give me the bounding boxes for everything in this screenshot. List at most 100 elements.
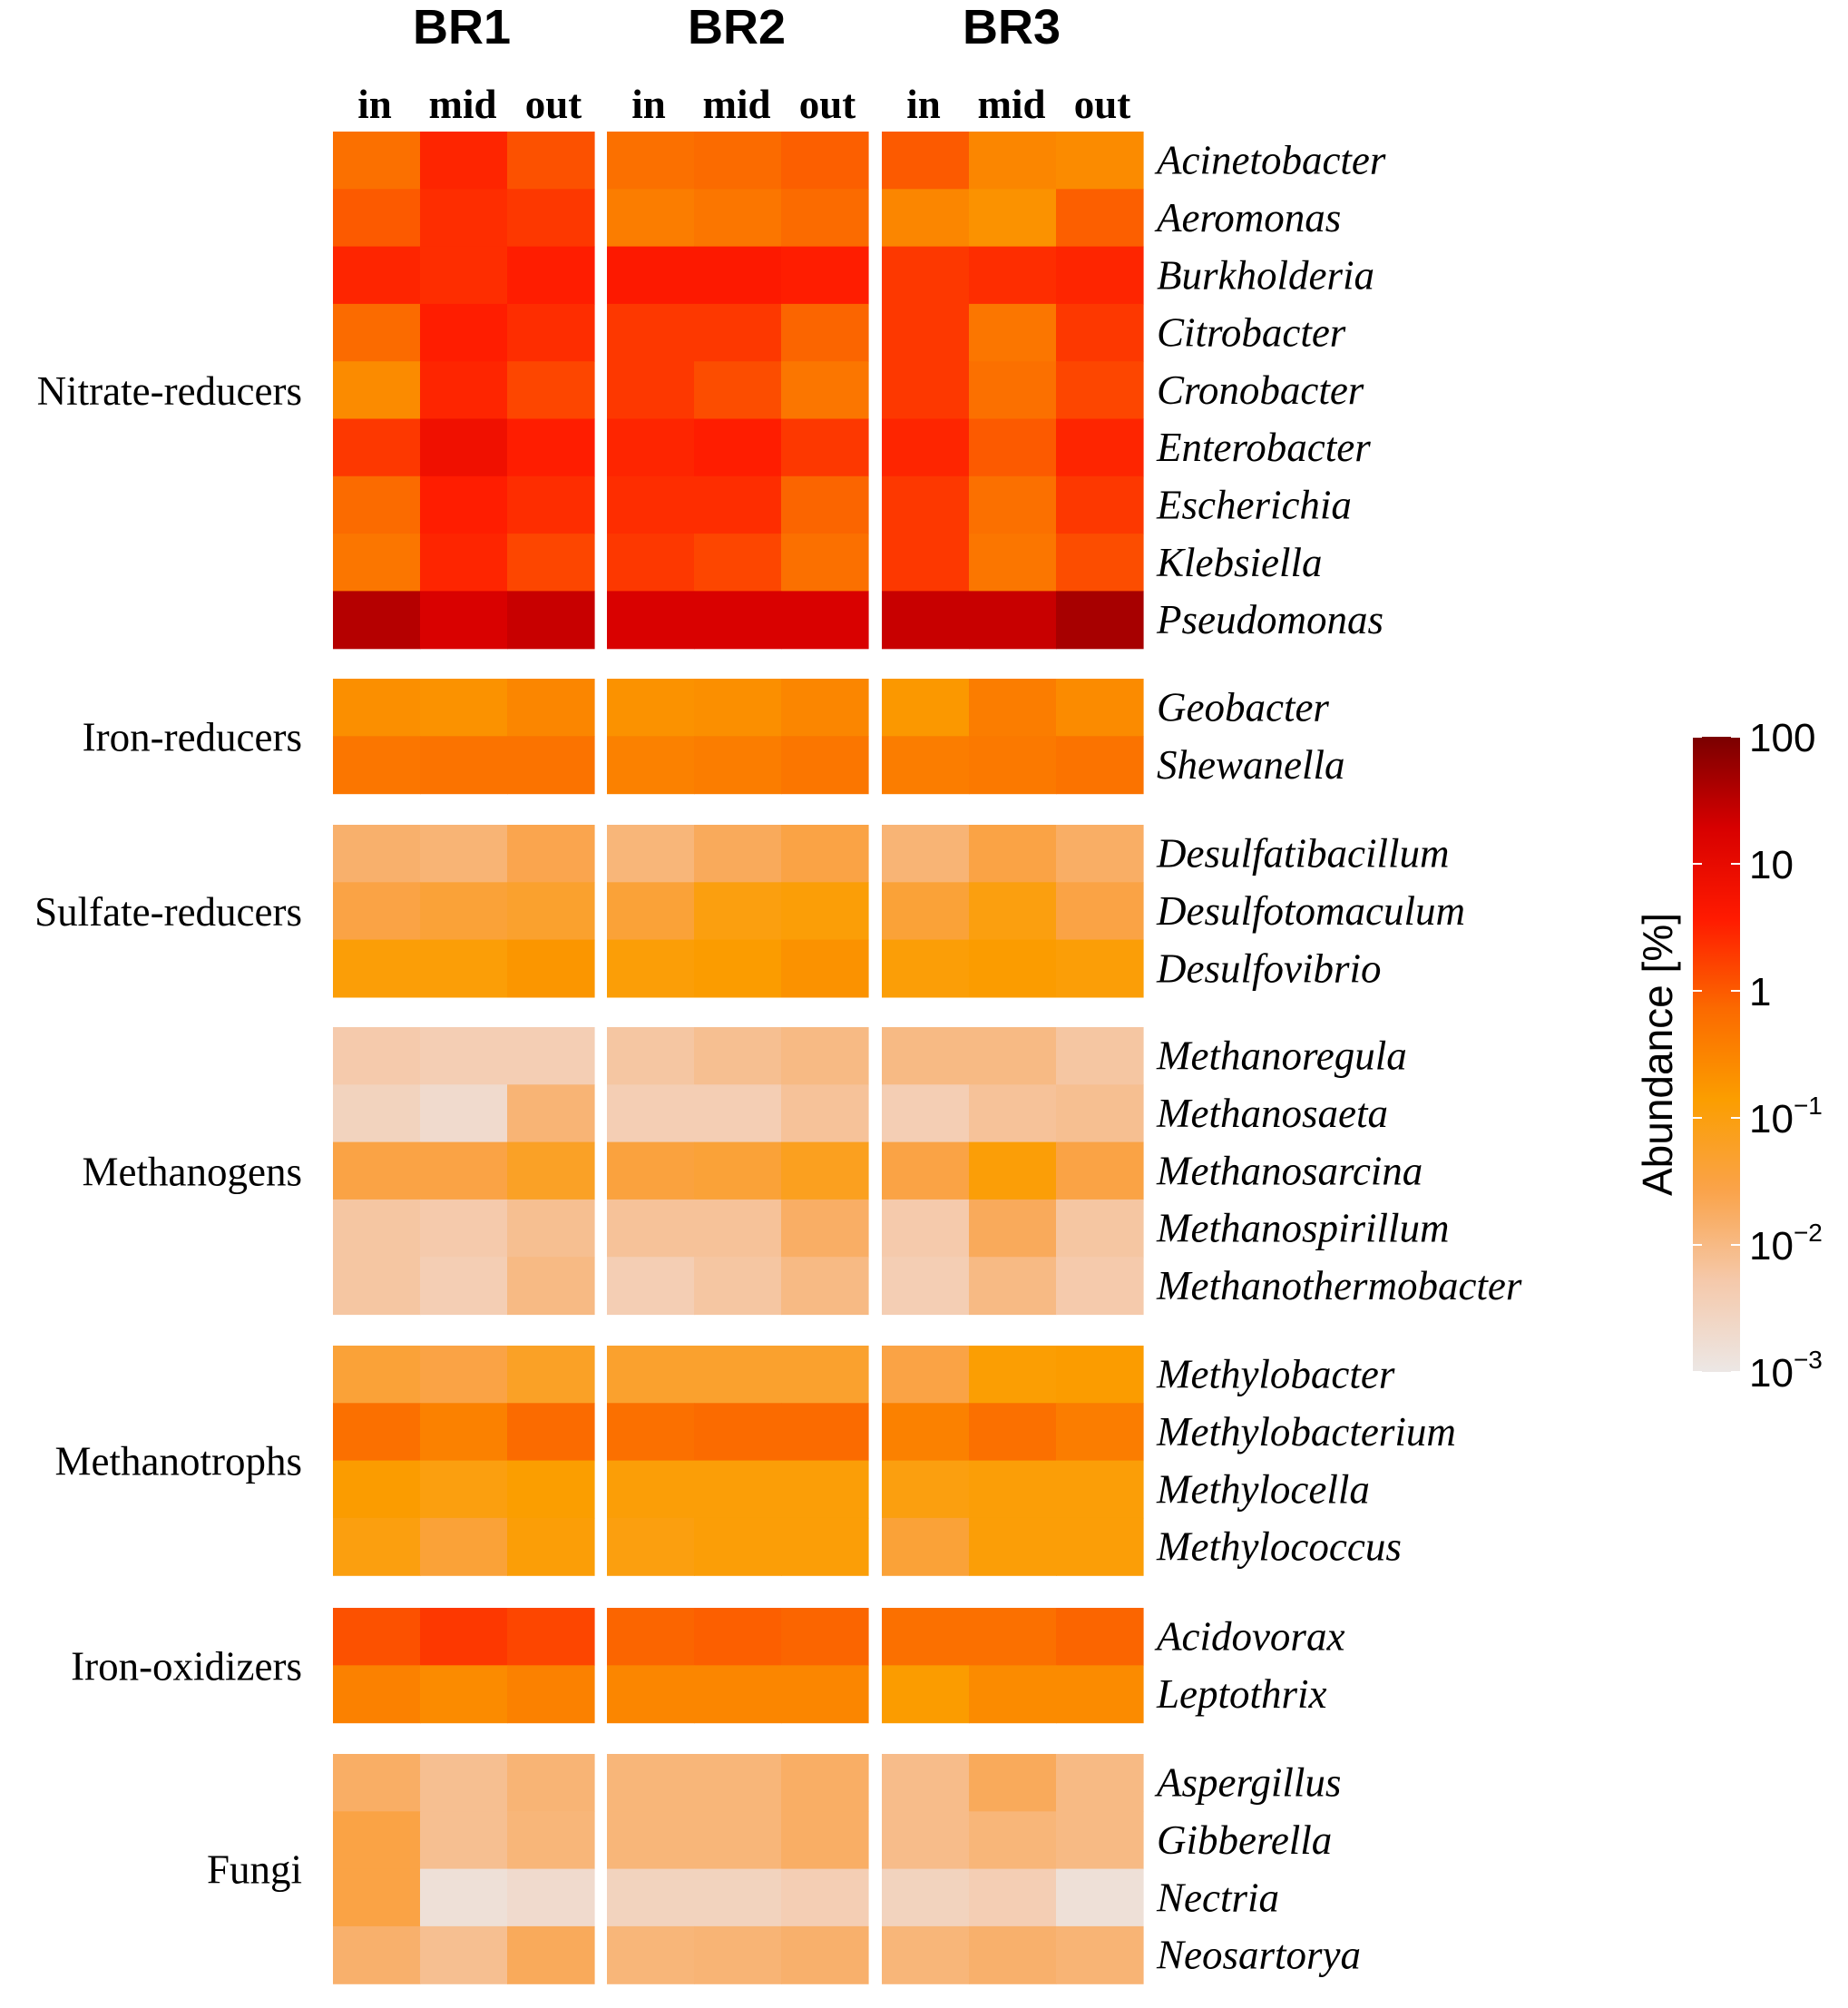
heatmap-cell xyxy=(781,1027,869,1085)
heatmap-cell xyxy=(781,1925,869,1984)
heatmap-cell xyxy=(781,1084,869,1143)
heatmap-cell xyxy=(694,736,782,795)
heatmap-cell xyxy=(333,1665,421,1724)
heatmap-cell xyxy=(694,132,782,190)
heatmap-cell xyxy=(882,1754,970,1812)
heatmap-cell xyxy=(607,679,695,737)
heatmap-cell xyxy=(420,1346,508,1404)
heatmap-cell xyxy=(882,1403,970,1462)
heatmap-cell xyxy=(1056,1811,1144,1870)
heatmap-cell xyxy=(694,1608,782,1666)
group-label: Nitrate-reducers xyxy=(37,368,302,414)
heatmap-cell xyxy=(607,1257,695,1316)
heatmap-cell xyxy=(333,1084,421,1143)
heatmap-cell xyxy=(507,1460,595,1519)
heatmap-cell xyxy=(507,1027,595,1085)
heatmap-cell xyxy=(333,303,421,362)
heatmap-cell xyxy=(694,1925,782,1984)
heatmap-cell xyxy=(507,1608,595,1666)
heatmap-cell xyxy=(694,534,782,592)
heatmap-cell xyxy=(969,1665,1057,1724)
genus-label: Aspergillus xyxy=(1154,1760,1341,1806)
heatmap-cell xyxy=(333,736,421,795)
heatmap-cell xyxy=(969,1517,1057,1576)
heatmap-cell xyxy=(507,1257,595,1316)
heatmap-cell xyxy=(420,246,508,305)
heatmap-cell xyxy=(420,1665,508,1724)
heatmap-cell xyxy=(607,882,695,941)
heatmap-cell xyxy=(1056,1257,1144,1316)
genus-label: Desulfatibacillum xyxy=(1156,831,1449,877)
heatmap-cell xyxy=(420,1199,508,1258)
heatmap-cell xyxy=(420,418,508,477)
heatmap-cell xyxy=(694,1199,782,1258)
heatmap-cell xyxy=(507,418,595,477)
heatmap-cell xyxy=(420,1403,508,1462)
heatmap-cell xyxy=(781,1199,869,1258)
genus-label: Escherichia xyxy=(1156,482,1352,527)
heatmap-cell xyxy=(969,303,1057,362)
heatmap-cell xyxy=(607,1665,695,1724)
heatmap-cell xyxy=(333,418,421,477)
heatmap-cell xyxy=(507,246,595,305)
heatmap-cell xyxy=(507,132,595,190)
heatmap-cell xyxy=(781,882,869,941)
heatmap-cell xyxy=(781,475,869,534)
heatmap-cell xyxy=(507,1811,595,1870)
heatmap-cell xyxy=(969,1346,1057,1404)
heatmap-cell xyxy=(882,1084,970,1143)
heatmap-cell xyxy=(781,132,869,190)
heatmap-cell xyxy=(781,939,869,998)
heatmap-cell xyxy=(1056,189,1144,248)
heatmap-cell xyxy=(882,534,970,592)
heatmap-cell xyxy=(882,361,970,420)
heatmap-cell xyxy=(1056,475,1144,534)
heatmap-cell xyxy=(1056,132,1144,190)
heatmap-cell xyxy=(882,475,970,534)
heatmap-cell xyxy=(969,1084,1057,1143)
heatmap-cell xyxy=(781,1141,869,1200)
heatmap-cell xyxy=(969,1460,1057,1519)
heatmap-cell xyxy=(781,591,869,650)
heatmap-cell xyxy=(781,246,869,305)
heatmap-cell xyxy=(969,1868,1057,1927)
heatmap-cell xyxy=(420,361,508,420)
group-label: Iron-reducers xyxy=(83,714,302,759)
heatmap-cell xyxy=(607,1199,695,1258)
genus-label: Geobacter xyxy=(1157,685,1329,730)
heatmap-cell xyxy=(420,939,508,998)
heatmap-cell xyxy=(607,736,695,795)
heatmap-cell xyxy=(507,475,595,534)
genus-label: Methanosarcina xyxy=(1156,1148,1423,1193)
heatmap-cell xyxy=(694,1084,782,1143)
heatmap-cell xyxy=(882,1199,970,1258)
heatmap-cell xyxy=(420,1925,508,1984)
colorbar-tick-label: 1 xyxy=(1749,970,1771,1014)
column-label-out: out xyxy=(1074,82,1131,127)
genus-label: Methanoregula xyxy=(1156,1033,1407,1079)
heatmap-cell xyxy=(420,736,508,795)
colorbar-tick-label: 10−2 xyxy=(1749,1219,1823,1268)
heatmap-cell xyxy=(507,303,595,362)
heatmap-cell xyxy=(1056,1665,1144,1724)
heatmap-cell xyxy=(333,825,421,883)
heatmap-cell xyxy=(333,475,421,534)
heatmap-cell xyxy=(694,418,782,477)
heatmap-cell xyxy=(333,1460,421,1519)
heatmap-cell xyxy=(420,1141,508,1200)
heatmap-cell xyxy=(607,189,695,248)
heatmap-cell xyxy=(420,1868,508,1927)
heatmap-cell xyxy=(1056,882,1144,941)
heatmap-cell xyxy=(1056,679,1144,737)
heatmap-cell xyxy=(333,591,421,650)
heatmap-cell xyxy=(607,1517,695,1576)
heatmap-cell xyxy=(882,1517,970,1576)
heatmap-cell xyxy=(607,825,695,883)
heatmap-cell xyxy=(781,1257,869,1316)
genus-label: Citrobacter xyxy=(1157,310,1346,356)
heatmap-cell xyxy=(694,303,782,362)
colorbar-tick-label: 10 xyxy=(1749,843,1794,887)
heatmap-cell xyxy=(882,132,970,190)
heatmap-cell xyxy=(882,1460,970,1519)
heatmap-cell xyxy=(333,1141,421,1200)
